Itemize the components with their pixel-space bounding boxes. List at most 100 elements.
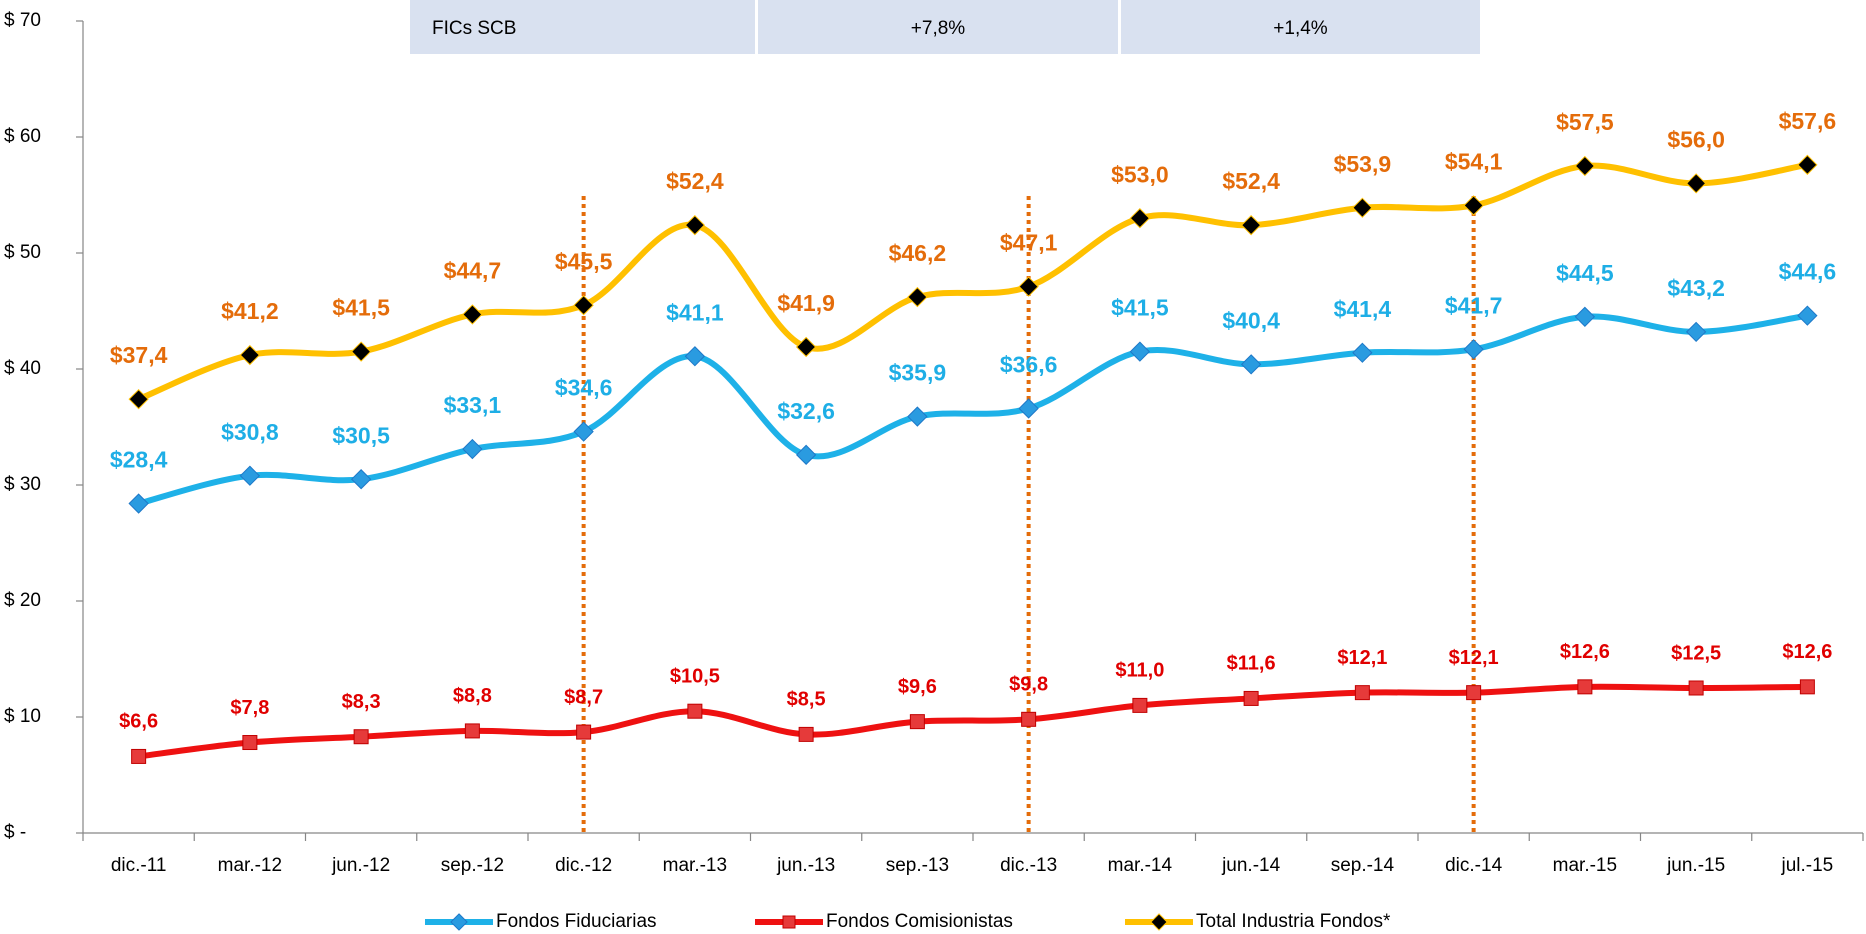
data-label: $41,9 <box>777 290 835 316</box>
header-text: FICs SCB <box>432 18 516 39</box>
marker <box>1463 195 1484 216</box>
marker <box>242 735 258 751</box>
marker <box>1797 154 1818 175</box>
data-label: $40,4 <box>1222 307 1280 333</box>
x-tick-label: dic.-13 <box>1000 855 1057 876</box>
y-tick-label: $ 50 <box>4 242 41 263</box>
marker <box>353 729 369 745</box>
data-label: $12,5 <box>1671 642 1721 664</box>
data-label: $12,6 <box>1782 641 1832 663</box>
marker <box>798 726 814 742</box>
data-label: $41,5 <box>332 295 390 321</box>
header-cell <box>410 0 755 54</box>
y-tick-label: $ 60 <box>4 126 41 147</box>
legend-label: Total Industria Fondos* <box>1196 911 1391 932</box>
marker <box>795 444 817 465</box>
marker <box>462 438 483 460</box>
x-tick-label: jun.-13 <box>776 855 835 876</box>
marker <box>1240 354 1262 375</box>
marker <box>1574 155 1596 177</box>
data-label: $41,5 <box>1111 295 1169 321</box>
data-label: $34,6 <box>555 375 613 401</box>
marker <box>1129 208 1151 229</box>
marker <box>907 406 928 427</box>
data-label: $57,6 <box>1779 108 1837 134</box>
marker <box>1466 685 1482 701</box>
marker <box>464 723 480 739</box>
data-label: $53,9 <box>1334 151 1392 177</box>
data-label: $6,6 <box>119 711 158 733</box>
data-label: $35,9 <box>889 360 947 386</box>
data-label: $44,6 <box>1779 259 1837 285</box>
legend-label: Fondos Comisionistas <box>826 911 1013 932</box>
data-label: $8,3 <box>342 691 381 713</box>
x-tick-label: mar.-14 <box>1108 855 1173 876</box>
x-tick-label: jul.-15 <box>1781 855 1834 876</box>
data-label: $11,0 <box>1115 660 1164 682</box>
header-text: +1,4% <box>1273 18 1328 39</box>
header-text: +7,8% <box>911 18 966 39</box>
marker <box>1688 680 1704 696</box>
x-tick-label: sep.-14 <box>1331 855 1395 876</box>
x-tick-label: dic.-14 <box>1445 855 1502 876</box>
y-tick-label: $ - <box>4 822 26 843</box>
data-label: $53,0 <box>1111 161 1169 187</box>
series-line <box>137 161 1808 402</box>
data-label: $43,2 <box>1667 275 1725 301</box>
data-label: $41,7 <box>1445 292 1503 318</box>
marker <box>907 286 928 308</box>
data-label: $7,8 <box>230 697 269 719</box>
data-label: $30,8 <box>221 419 279 445</box>
x-tick-label: jun.-12 <box>331 855 390 876</box>
marker <box>450 913 468 931</box>
data-label: $56,0 <box>1667 126 1725 152</box>
marker <box>239 465 261 486</box>
data-label: $37,4 <box>110 342 168 368</box>
data-label: $57,5 <box>1556 109 1614 135</box>
marker <box>1574 306 1596 327</box>
marker <box>1685 321 1707 343</box>
data-label: $10,5 <box>670 665 720 687</box>
marker <box>1577 679 1593 695</box>
marker <box>1150 913 1168 931</box>
data-label: $8,7 <box>564 686 603 708</box>
y-tick-label: $ 30 <box>4 474 41 495</box>
data-label: $44,7 <box>444 258 502 284</box>
data-label: $12,1 <box>1449 647 1499 669</box>
series-line <box>138 683 1808 760</box>
data-label: $9,6 <box>898 676 937 698</box>
data-label: $32,6 <box>777 398 835 424</box>
marker <box>1685 173 1707 194</box>
data-label: $36,6 <box>1000 352 1058 378</box>
marker <box>1018 276 1039 297</box>
marker <box>573 421 594 442</box>
marker <box>1797 305 1818 326</box>
header-cell <box>758 0 1118 54</box>
marker <box>1021 711 1037 727</box>
data-label: $41,2 <box>221 298 279 324</box>
series-line <box>137 312 1808 507</box>
x-tick-label: jun.-14 <box>1221 855 1281 876</box>
data-label: $30,5 <box>332 422 390 448</box>
data-label: $44,5 <box>1556 260 1614 286</box>
y-tick-label: $ 20 <box>4 590 41 611</box>
marker <box>1132 697 1148 713</box>
data-label: $52,4 <box>1222 168 1280 194</box>
data-label: $52,4 <box>666 168 724 194</box>
marker <box>576 724 592 740</box>
x-tick-label: mar.-15 <box>1553 855 1617 876</box>
marker <box>239 344 261 366</box>
marker <box>131 748 147 764</box>
data-label: $8,8 <box>453 685 492 707</box>
x-tick-label: mar.-12 <box>218 855 282 876</box>
x-tick-label: sep.-12 <box>441 855 504 876</box>
marker <box>1352 342 1373 363</box>
data-label: $47,1 <box>1000 230 1058 256</box>
marker <box>684 215 706 236</box>
data-label: $33,1 <box>444 392 502 418</box>
y-tick-label: $ 70 <box>4 10 41 31</box>
x-tick-label: dic.-12 <box>555 855 612 876</box>
x-tick-label: sep.-13 <box>886 855 949 876</box>
marker <box>909 714 925 730</box>
